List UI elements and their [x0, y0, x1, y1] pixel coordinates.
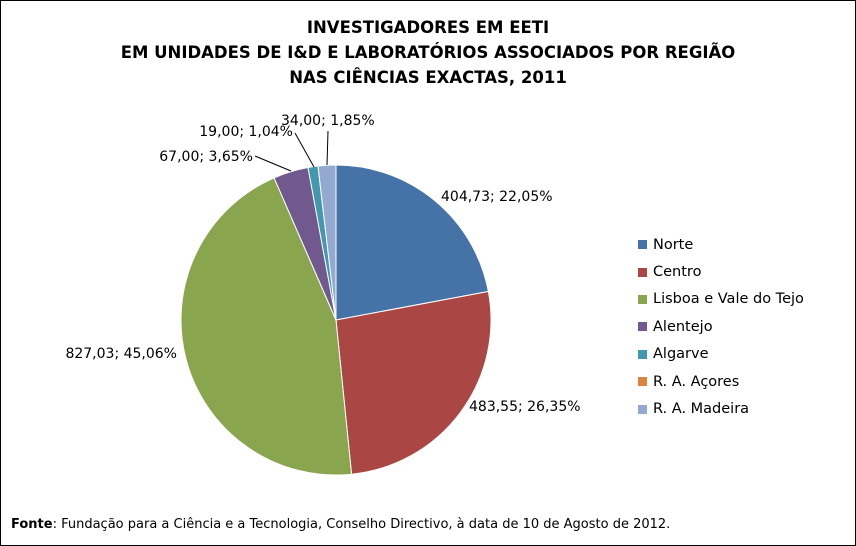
pie-slice-6: [317, 164, 337, 321]
legend-swatch: [638, 322, 647, 332]
legend-label: Algarve: [653, 346, 709, 363]
legend-item-algarve: Algarve: [638, 341, 804, 368]
data-label-0: 404,73; 22,05%: [441, 189, 553, 205]
chart-title-line-2: EM UNIDADES DE I&D E LABORATÓRIOS ASSOCI…: [120, 43, 736, 62]
legend-item-acores: R. A. Açores: [638, 368, 804, 395]
chart-title-line-1: INVESTIGADORES EM EETI: [306, 18, 550, 37]
leader-line-4: [294, 132, 315, 168]
legend-label: Norte: [653, 236, 694, 253]
data-label-6: 34,00; 1,85%: [281, 113, 375, 129]
chart-title: INVESTIGADORES EM EETI EM UNIDADES DE I&…: [1, 15, 855, 90]
legend-swatch: [638, 404, 647, 414]
legend-swatch: [638, 240, 647, 250]
legend-item-norte: Norte: [638, 231, 804, 258]
legend-label: R. A. Açores: [653, 373, 740, 390]
legend-item-centro: Centro: [638, 258, 804, 285]
data-label-3: 67,00; 3,65%: [159, 149, 253, 165]
data-label-2: 827,03; 45,06%: [65, 346, 177, 362]
chart-title-line-3: NAS CIÊNCIAS EXACTAS, 2011: [289, 68, 567, 87]
source-label: Fonte: [11, 517, 53, 532]
pie-slice-2: [180, 177, 353, 476]
leader-line-3: [254, 155, 292, 172]
legend-label: Lisboa e Vale do Tejo: [653, 291, 804, 308]
pie-slice-0: [335, 164, 489, 321]
legend-label: Alentejo: [653, 318, 713, 335]
legend-swatch: [638, 377, 647, 387]
data-label-4: 19,00; 1,04%: [199, 124, 293, 140]
legend-swatch: [638, 267, 647, 277]
legend-label: R. A. Madeira: [653, 401, 750, 418]
legend-label: Centro: [653, 264, 702, 281]
pie-slice-1: [335, 290, 492, 475]
source-note: Fonte: Fundação para a Ciência e a Tecno…: [11, 517, 670, 532]
legend-item-lisboa: Lisboa e Vale do Tejo: [638, 286, 804, 313]
legend-item-alentejo: Alentejo: [638, 313, 804, 340]
legend-item-madeira: R. A. Madeira: [638, 395, 804, 422]
source-text: : Fundação para a Ciência e a Tecnologia…: [52, 517, 671, 532]
legend: Norte Centro Lisboa e Vale do Tejo Alent…: [638, 231, 804, 423]
legend-swatch: [638, 294, 647, 304]
leader-line-6: [326, 130, 329, 166]
data-label-1: 483,55; 26,35%: [469, 399, 581, 415]
legend-swatch: [638, 349, 647, 359]
